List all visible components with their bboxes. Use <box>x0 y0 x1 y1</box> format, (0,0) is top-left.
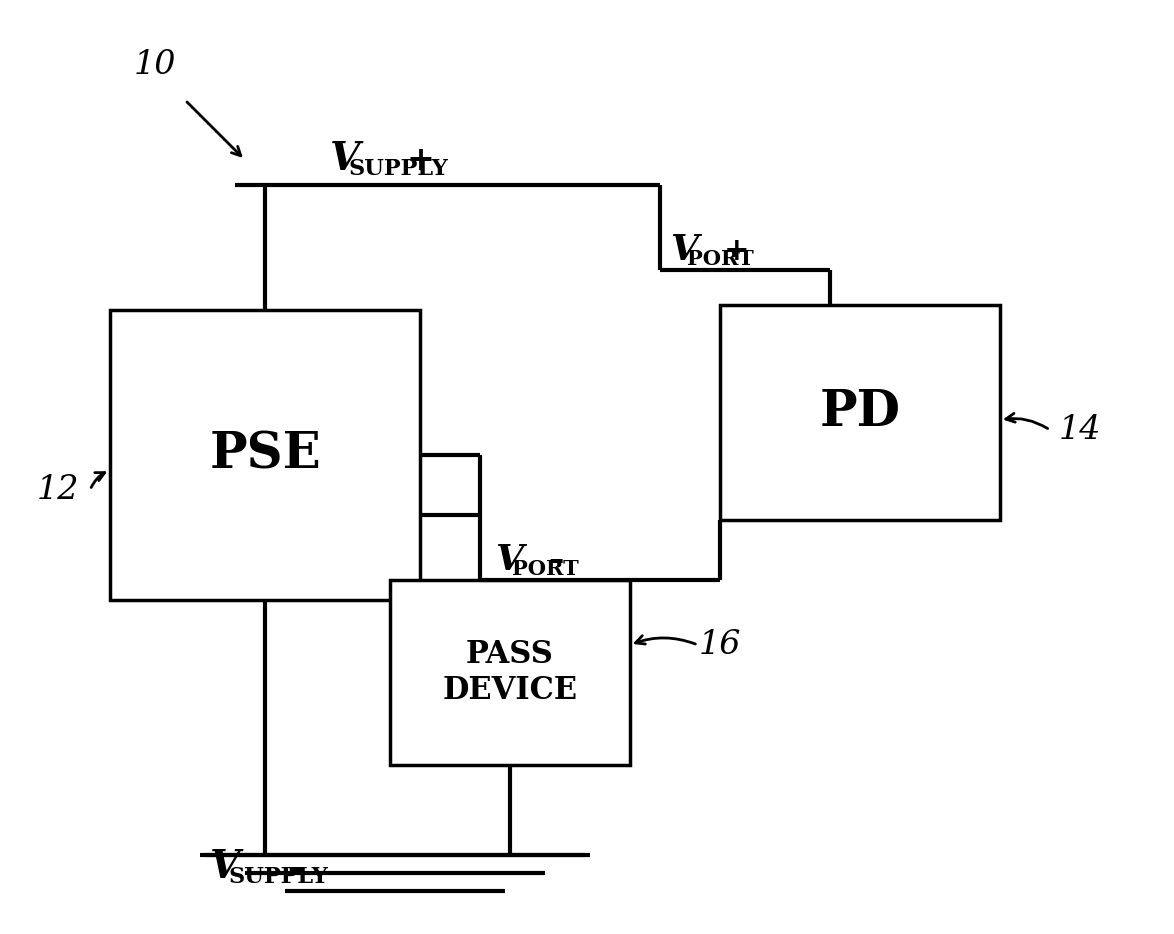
Text: +: + <box>723 236 749 267</box>
Text: PORT: PORT <box>512 559 579 579</box>
Text: V: V <box>670 233 699 267</box>
Polygon shape <box>110 310 420 600</box>
Text: V: V <box>210 848 241 886</box>
Text: PSE: PSE <box>209 431 321 479</box>
Text: 12: 12 <box>36 474 80 506</box>
Text: PORT: PORT <box>687 248 754 269</box>
Text: V: V <box>330 140 360 178</box>
Text: DEVICE: DEVICE <box>443 675 578 706</box>
Text: PD: PD <box>819 388 900 437</box>
Text: SUPPLY: SUPPLY <box>228 866 328 888</box>
Text: 14: 14 <box>1059 414 1101 446</box>
Polygon shape <box>390 580 630 765</box>
Text: –: – <box>286 852 304 885</box>
Text: PASS: PASS <box>466 639 554 670</box>
Text: SUPPLY: SUPPLY <box>349 158 448 180</box>
Text: +: + <box>407 144 434 177</box>
Text: 10: 10 <box>134 49 176 81</box>
Polygon shape <box>720 305 1000 520</box>
Text: 16: 16 <box>699 629 741 661</box>
Text: V: V <box>495 543 522 577</box>
Text: –: – <box>548 546 564 577</box>
